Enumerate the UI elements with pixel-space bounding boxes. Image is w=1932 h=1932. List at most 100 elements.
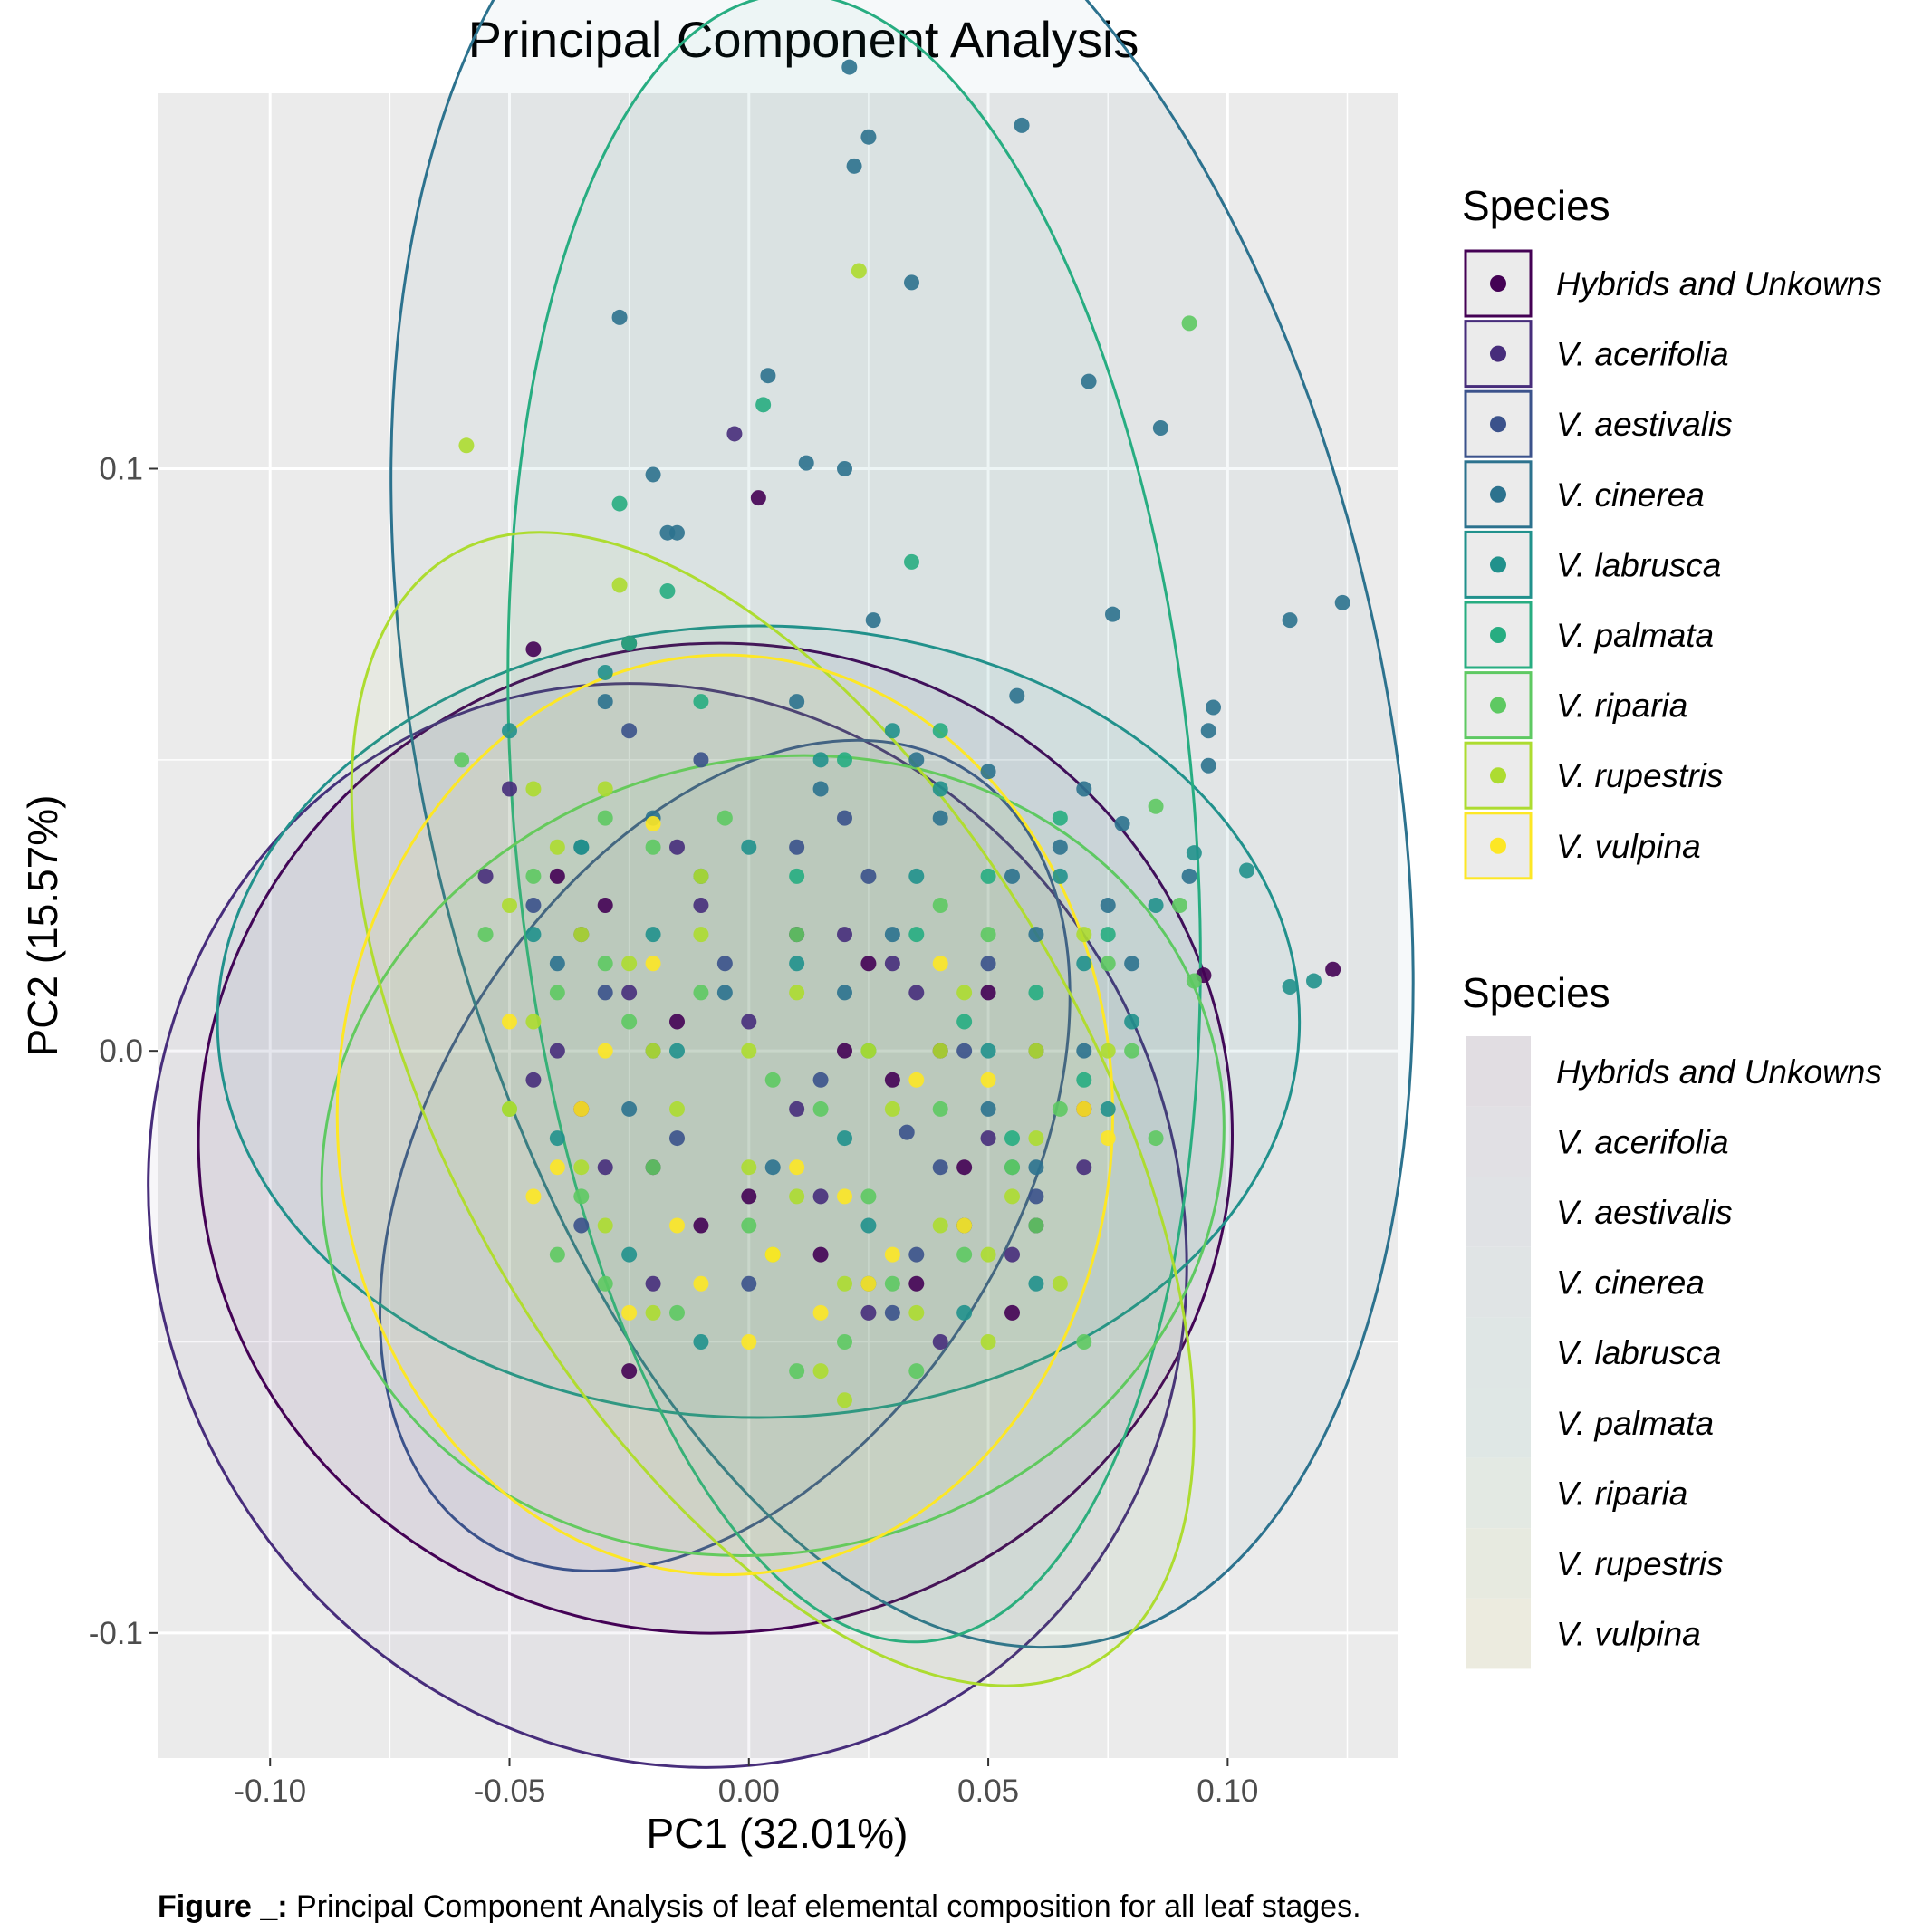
point-4-22 [1052, 868, 1068, 884]
point-0-24 [837, 1043, 852, 1059]
legend-fill-key-6 [1466, 1457, 1531, 1529]
point-7-36 [597, 781, 613, 797]
pca-chart: Principal Component Analysis -0.10 -0.05 0… [19, 0, 1882, 1857]
point-8-18 [621, 1304, 638, 1321]
point-4-1 [1239, 862, 1254, 879]
point-6-3 [1186, 973, 1202, 989]
point-1-12 [980, 1130, 996, 1147]
figure-caption: Figure _: Principal Component Analysis o… [158, 1889, 1361, 1925]
y-axis-ticks: -0.1 0.0 0.1 [89, 452, 158, 1651]
point-8-13 [1100, 1130, 1116, 1147]
point-8-3 [693, 1275, 709, 1292]
legend-fill: Species Hybrids and Unkowns V. acerifolia… [1462, 969, 1882, 1669]
point-6-36 [716, 810, 733, 826]
point-3-24 [1114, 816, 1130, 832]
chart-title: Principal Component Analysis [468, 11, 1139, 68]
point-6-34 [549, 1246, 565, 1263]
point-6-31 [645, 839, 661, 855]
point-7-37 [789, 1188, 805, 1205]
point-7-27 [1052, 1275, 1068, 1292]
point-3-39 [549, 956, 565, 972]
point-8-4 [789, 1159, 805, 1176]
point-0-11 [597, 898, 613, 914]
point-2-13 [1028, 1188, 1044, 1205]
legend-color-label-3: V. cinerea [1556, 476, 1705, 514]
point-6-38 [789, 1363, 805, 1379]
x-axis-label: PC1 (32.01%) [647, 1810, 908, 1857]
point-4-18 [789, 956, 805, 972]
point-3-27 [789, 694, 805, 710]
legend-color-dot-8 [1490, 837, 1506, 854]
point-5-12 [956, 1014, 973, 1030]
x-axis-ticks: -0.10 -0.05 0.00 0.05 0.10 [234, 1758, 1258, 1809]
point-3-43 [621, 1101, 638, 1117]
point-8-22 [502, 1014, 517, 1030]
point-0-13 [980, 985, 996, 1001]
point-1-19 [932, 1334, 948, 1350]
legend-fill-label-6: V. riparia [1556, 1475, 1687, 1512]
legend-fill-key-7 [1466, 1528, 1531, 1599]
x-tick-label-1: -0.05 [474, 1773, 546, 1809]
legend-color-label-5: V. palmata [1556, 617, 1714, 654]
point-8-17 [908, 1072, 925, 1088]
point-7-5 [645, 1043, 661, 1059]
point-0-0 [750, 490, 766, 506]
point-6-11 [1028, 1217, 1044, 1234]
point-7-17 [549, 839, 565, 855]
point-4-23 [669, 1043, 685, 1059]
point-7-7 [837, 1275, 852, 1292]
legend-color-dot-0 [1490, 275, 1506, 292]
point-1-20 [549, 1043, 565, 1059]
point-8-8 [525, 1188, 542, 1205]
point-8-20 [860, 1275, 877, 1292]
point-6-9 [837, 1334, 852, 1350]
point-4-5 [597, 664, 613, 680]
legend-color-label-2: V. aestivalis [1556, 406, 1733, 443]
point-4-17 [1124, 1014, 1140, 1030]
ellipse-7 [350, 531, 1196, 1687]
point-4-7 [908, 868, 925, 884]
legend-fill-label-0: Hybrids and Unkowns [1556, 1053, 1882, 1091]
point-4-11 [549, 1130, 565, 1147]
point-5-2 [904, 553, 919, 570]
point-3-36 [1124, 956, 1140, 972]
point-8-1 [549, 1159, 565, 1176]
legend-fill-title: Species [1462, 969, 1610, 1016]
point-2-1 [860, 868, 877, 884]
point-3-46 [716, 985, 733, 1001]
point-4-12 [860, 1217, 877, 1234]
point-1-1 [477, 868, 494, 884]
point-2-7 [693, 752, 709, 768]
point-6-5 [597, 810, 613, 826]
point-7-23 [908, 1304, 925, 1321]
point-4-26 [741, 839, 757, 855]
legend-color-dot-3 [1490, 485, 1506, 503]
legend-color-dot-2 [1490, 416, 1506, 433]
point-6-28 [764, 1072, 781, 1088]
point-1-21 [837, 927, 852, 943]
point-7-34 [645, 1304, 661, 1321]
point-7-33 [932, 1043, 948, 1059]
point-5-11 [1052, 810, 1068, 826]
point-3-30 [1028, 927, 1044, 943]
legend-fill-key-0 [1466, 1036, 1531, 1107]
point-2-10 [812, 1072, 829, 1088]
point-7-29 [1100, 1043, 1116, 1059]
point-3-38 [908, 752, 925, 768]
point-1-22 [1004, 1246, 1020, 1263]
point-2-12 [884, 1304, 900, 1321]
point-1-14 [908, 985, 925, 1001]
point-2-14 [669, 1130, 685, 1147]
point-0-3 [525, 641, 542, 658]
point-5-5 [980, 868, 996, 884]
point-7-28 [573, 1159, 590, 1176]
point-7-22 [669, 1101, 685, 1117]
point-4-16 [573, 839, 590, 855]
point-3-8 [1152, 420, 1168, 437]
point-2-5 [932, 1159, 948, 1176]
point-1-17 [1076, 1159, 1092, 1176]
point-7-4 [573, 927, 590, 943]
point-7-19 [956, 985, 973, 1001]
point-8-9 [645, 956, 661, 972]
point-3-16 [1282, 612, 1298, 629]
